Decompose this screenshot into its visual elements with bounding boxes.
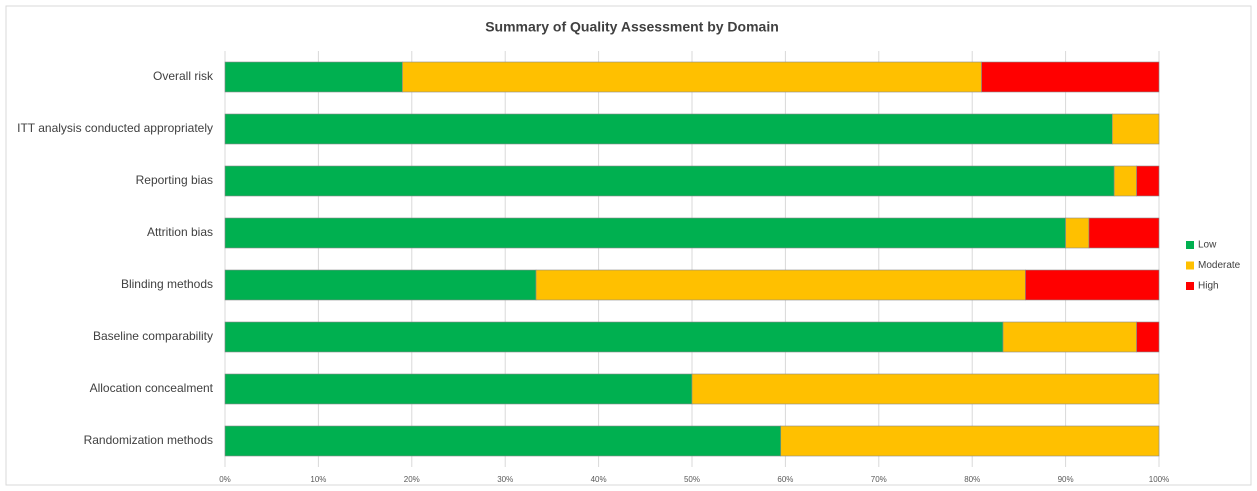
- y-tick-label: Attrition bias: [147, 225, 213, 239]
- x-tick-label: 30%: [497, 475, 513, 484]
- y-tick-label: Allocation concealment: [90, 381, 214, 395]
- bar-segment: [1112, 113, 1160, 145]
- y-tick-label: Baseline comparability: [93, 329, 213, 343]
- x-tick-label: 20%: [404, 475, 420, 484]
- bar-segment: [224, 217, 1066, 249]
- x-tick-label: 40%: [591, 475, 607, 484]
- bar-segment: [1002, 321, 1137, 353]
- bar-segment: [1088, 217, 1160, 249]
- x-tick-label: 0%: [219, 475, 231, 484]
- bar-segment: [402, 61, 982, 93]
- bar-segment: [981, 61, 1160, 93]
- legend-swatch: [1186, 282, 1194, 290]
- bar-segment: [224, 425, 782, 457]
- bar-segment: [224, 373, 693, 405]
- bar-segment: [1065, 217, 1090, 249]
- bar-segment: [691, 373, 1160, 405]
- legend-label: High: [1198, 281, 1219, 292]
- legend-label: Moderate: [1198, 260, 1241, 271]
- legend-label: Low: [1198, 240, 1217, 251]
- x-tick-label: 90%: [1058, 475, 1074, 484]
- x-tick-label: 100%: [1149, 475, 1169, 484]
- bar-segment: [535, 269, 1026, 301]
- bar-segment: [224, 321, 1004, 353]
- x-tick-label: 10%: [310, 475, 326, 484]
- x-tick-label: 70%: [871, 475, 887, 484]
- bar-segment: [224, 61, 403, 93]
- bar-segment: [224, 113, 1113, 145]
- bar-segment: [224, 269, 537, 301]
- legend-swatch: [1186, 241, 1194, 249]
- x-tick-label: 60%: [777, 475, 793, 484]
- bar-segment: [780, 425, 1160, 457]
- y-tick-label: Blinding methods: [121, 277, 213, 291]
- legend-swatch: [1186, 261, 1194, 270]
- y-tick-label: Reporting bias: [136, 173, 213, 187]
- y-tick-label: Randomization methods: [84, 433, 213, 447]
- bar-segment: [1136, 321, 1160, 353]
- bar-segment: [1025, 269, 1160, 301]
- chart-title: Summary of Quality Assessment by Domain: [485, 19, 779, 35]
- bar-segment: [1113, 165, 1137, 197]
- y-tick-label: ITT analysis conducted appropriately: [17, 121, 213, 135]
- x-tick-label: 50%: [684, 475, 700, 484]
- bar-segment: [1136, 165, 1160, 197]
- bar-segment: [224, 165, 1115, 197]
- y-tick-label: Overall risk: [153, 69, 214, 83]
- x-tick-label: 80%: [964, 475, 980, 484]
